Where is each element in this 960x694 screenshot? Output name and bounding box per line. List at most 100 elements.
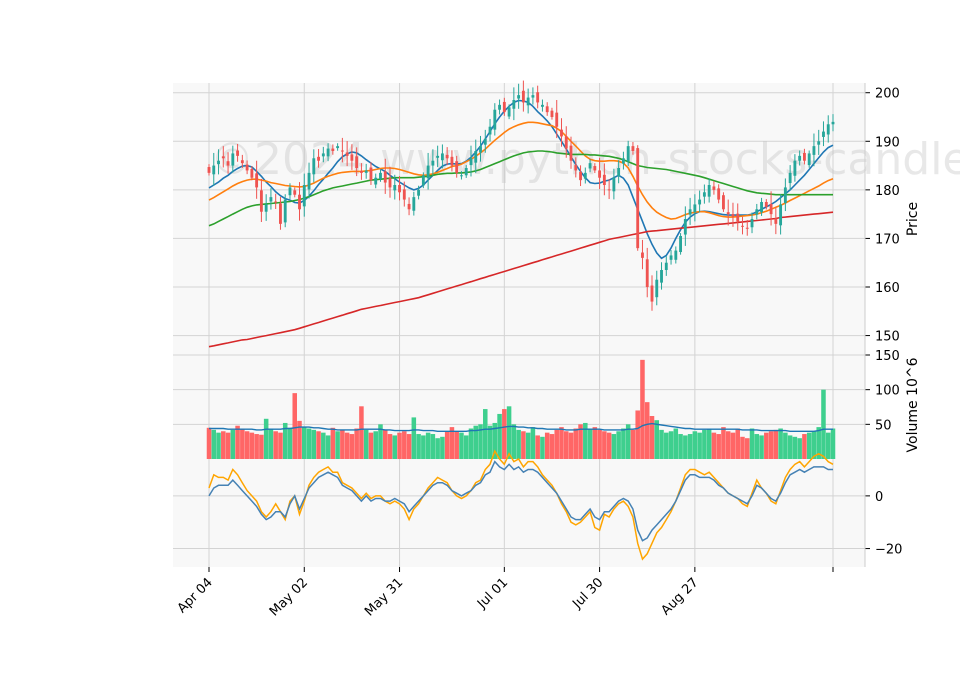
volume-bar — [430, 434, 436, 459]
candle-body — [340, 150, 344, 152]
candle-body — [831, 121, 835, 125]
candle-body — [741, 225, 744, 227]
price-overlay-layer — [208, 99, 834, 348]
volume-bar — [764, 432, 769, 459]
candle-body — [745, 227, 749, 229]
volume-bar — [568, 432, 574, 459]
volume-bar — [230, 429, 236, 459]
volume-bar — [525, 432, 531, 459]
volume-bar — [773, 429, 779, 459]
volume-bar — [830, 428, 836, 459]
volume-bar — [468, 428, 474, 459]
volume-bar — [349, 434, 355, 459]
candle-body — [574, 165, 578, 171]
candle-body — [398, 185, 401, 193]
candle-body — [688, 209, 692, 215]
volume-bar — [725, 431, 731, 459]
candle-body — [421, 175, 425, 186]
candle-body — [245, 164, 249, 171]
candle-body — [279, 203, 282, 224]
volume-bar — [654, 420, 660, 459]
candle-body — [207, 167, 211, 173]
volume-bar — [330, 427, 336, 459]
candle-body — [726, 212, 730, 215]
volume-bar — [359, 406, 364, 459]
candle-body — [259, 190, 263, 212]
volume-bar — [387, 434, 393, 459]
candle-body — [679, 236, 683, 253]
candle-body — [407, 203, 411, 210]
candle-body — [402, 189, 406, 200]
candle-body — [436, 155, 440, 158]
volume-bar — [311, 429, 317, 459]
candle-body — [483, 138, 487, 145]
candle-body — [307, 172, 311, 190]
candle-body — [564, 136, 568, 149]
candle-body — [788, 172, 792, 184]
oscillator-layer — [208, 449, 834, 561]
candle-body — [683, 219, 687, 235]
volume-bar — [321, 432, 326, 459]
volume-bar — [540, 436, 545, 459]
candle-body — [445, 154, 449, 159]
volume-bar — [535, 435, 540, 459]
candle-body — [793, 160, 797, 176]
candle-body — [479, 146, 482, 153]
volume-bar — [735, 428, 740, 459]
volume-bar — [749, 428, 755, 459]
moving-average-line — [208, 121, 834, 220]
candle-body — [712, 186, 716, 190]
volume-bar — [340, 429, 345, 459]
volume-bar — [678, 434, 683, 459]
volume-bar — [664, 432, 669, 459]
candle-body — [293, 190, 297, 195]
volume-bar — [244, 431, 250, 459]
candle-body — [426, 165, 430, 179]
candle-body — [298, 194, 301, 210]
candle-body — [231, 153, 235, 166]
volume-bar — [444, 431, 450, 459]
moving-average-line — [208, 150, 833, 227]
volume-bar — [259, 434, 264, 459]
candle-body — [641, 252, 644, 258]
candle-body — [764, 202, 768, 207]
oscillator-tick-label: −20 — [875, 543, 902, 558]
volume-bar — [483, 409, 488, 459]
volume-bar — [563, 431, 569, 459]
candle-body — [412, 197, 416, 211]
volume-bar — [287, 427, 293, 459]
candle-body — [331, 148, 335, 151]
candle-body — [607, 189, 611, 191]
volume-bar — [778, 428, 783, 459]
candle-body — [569, 145, 573, 161]
candle-body — [588, 163, 592, 169]
candle-body — [493, 109, 497, 130]
candle-body — [541, 104, 544, 107]
candle-body — [612, 177, 616, 192]
candle-body — [431, 160, 435, 166]
moving-average-line — [208, 211, 834, 348]
candle-body — [669, 255, 673, 260]
candle-body — [226, 161, 230, 166]
volume-bar — [235, 425, 240, 459]
candle-body — [450, 156, 454, 166]
volume-bar — [716, 434, 721, 459]
volume-bar — [606, 432, 612, 459]
volume-bar — [730, 432, 736, 459]
candle-body — [731, 214, 735, 217]
volume-bar — [573, 428, 579, 459]
candle-body — [760, 202, 763, 213]
price-tick-label: 180 — [875, 184, 900, 199]
volume-bar — [273, 431, 278, 459]
volume-bar — [544, 432, 550, 459]
volume-bar — [421, 435, 426, 459]
candle-body — [583, 172, 587, 179]
volume-bar — [587, 428, 593, 459]
candle-body — [350, 154, 354, 161]
candle-body — [664, 262, 668, 270]
candle-body — [521, 90, 525, 103]
candle-body — [626, 146, 630, 162]
volume-bar — [282, 422, 288, 459]
candle-body — [783, 187, 787, 203]
candle-body — [750, 219, 754, 228]
